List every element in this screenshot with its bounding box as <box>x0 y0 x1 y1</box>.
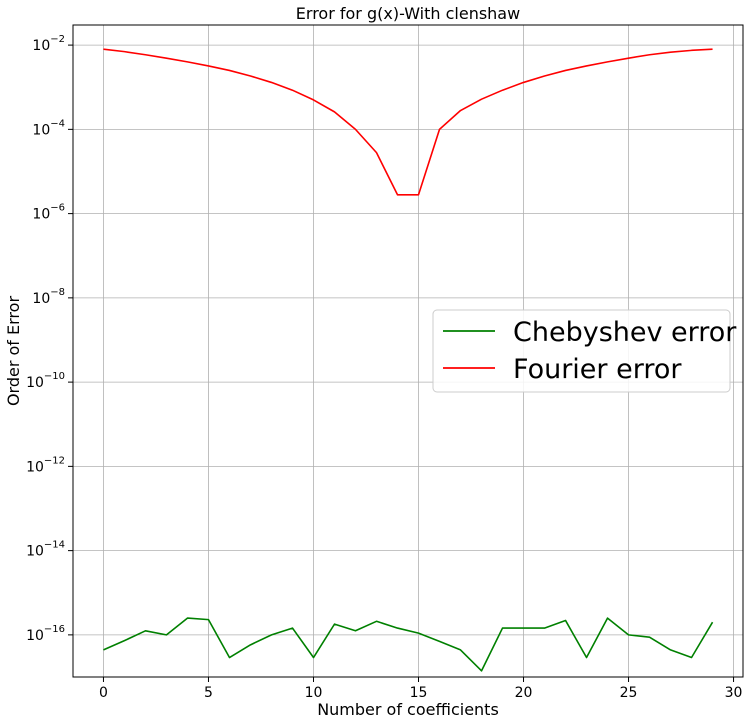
x-axis-ticks: 0 5 10 15 20 25 30 <box>99 677 742 701</box>
legend: Chebyshev error Fourier error <box>432 309 737 393</box>
y-tick-label: 10−12 <box>26 455 65 475</box>
x-tick-label: 20 <box>515 685 533 701</box>
y-tick-label: 10−6 <box>32 203 65 223</box>
legend-box <box>432 309 731 393</box>
y-tick-label: 10−14 <box>26 540 65 560</box>
fourier-error-series-line <box>103 48 713 196</box>
y-tick-label: 10−4 <box>32 118 65 138</box>
y-tick-label: 10−16 <box>26 624 65 644</box>
x-tick-label: 15 <box>410 685 428 701</box>
legend-label: Fourier error <box>513 354 682 385</box>
y-axis-label: Order of Error <box>4 296 23 406</box>
legend-label: Chebyshev error <box>513 317 737 348</box>
x-tick-label: 5 <box>204 685 213 701</box>
chart-title: Error for g(x)-With clenshaw <box>296 4 520 23</box>
x-tick-label: 30 <box>725 685 743 701</box>
y-tick-label: 10−2 <box>32 34 65 54</box>
y-axis-ticks: 10−16 10−14 10−12 10−10 10−8 10−6 10−4 10−2 <box>26 34 73 644</box>
chebyshev-error-series-line <box>103 617 714 672</box>
x-tick-label: 25 <box>620 685 638 701</box>
plot-frame <box>72 24 744 678</box>
x-tick-label: 10 <box>305 685 323 701</box>
series-lines <box>103 48 714 672</box>
y-tick-label: 10−8 <box>32 287 65 307</box>
x-tick-label: 0 <box>99 685 108 701</box>
y-tick-label: 10−10 <box>26 371 65 391</box>
x-axis-label: Number of coefficients <box>317 700 499 719</box>
